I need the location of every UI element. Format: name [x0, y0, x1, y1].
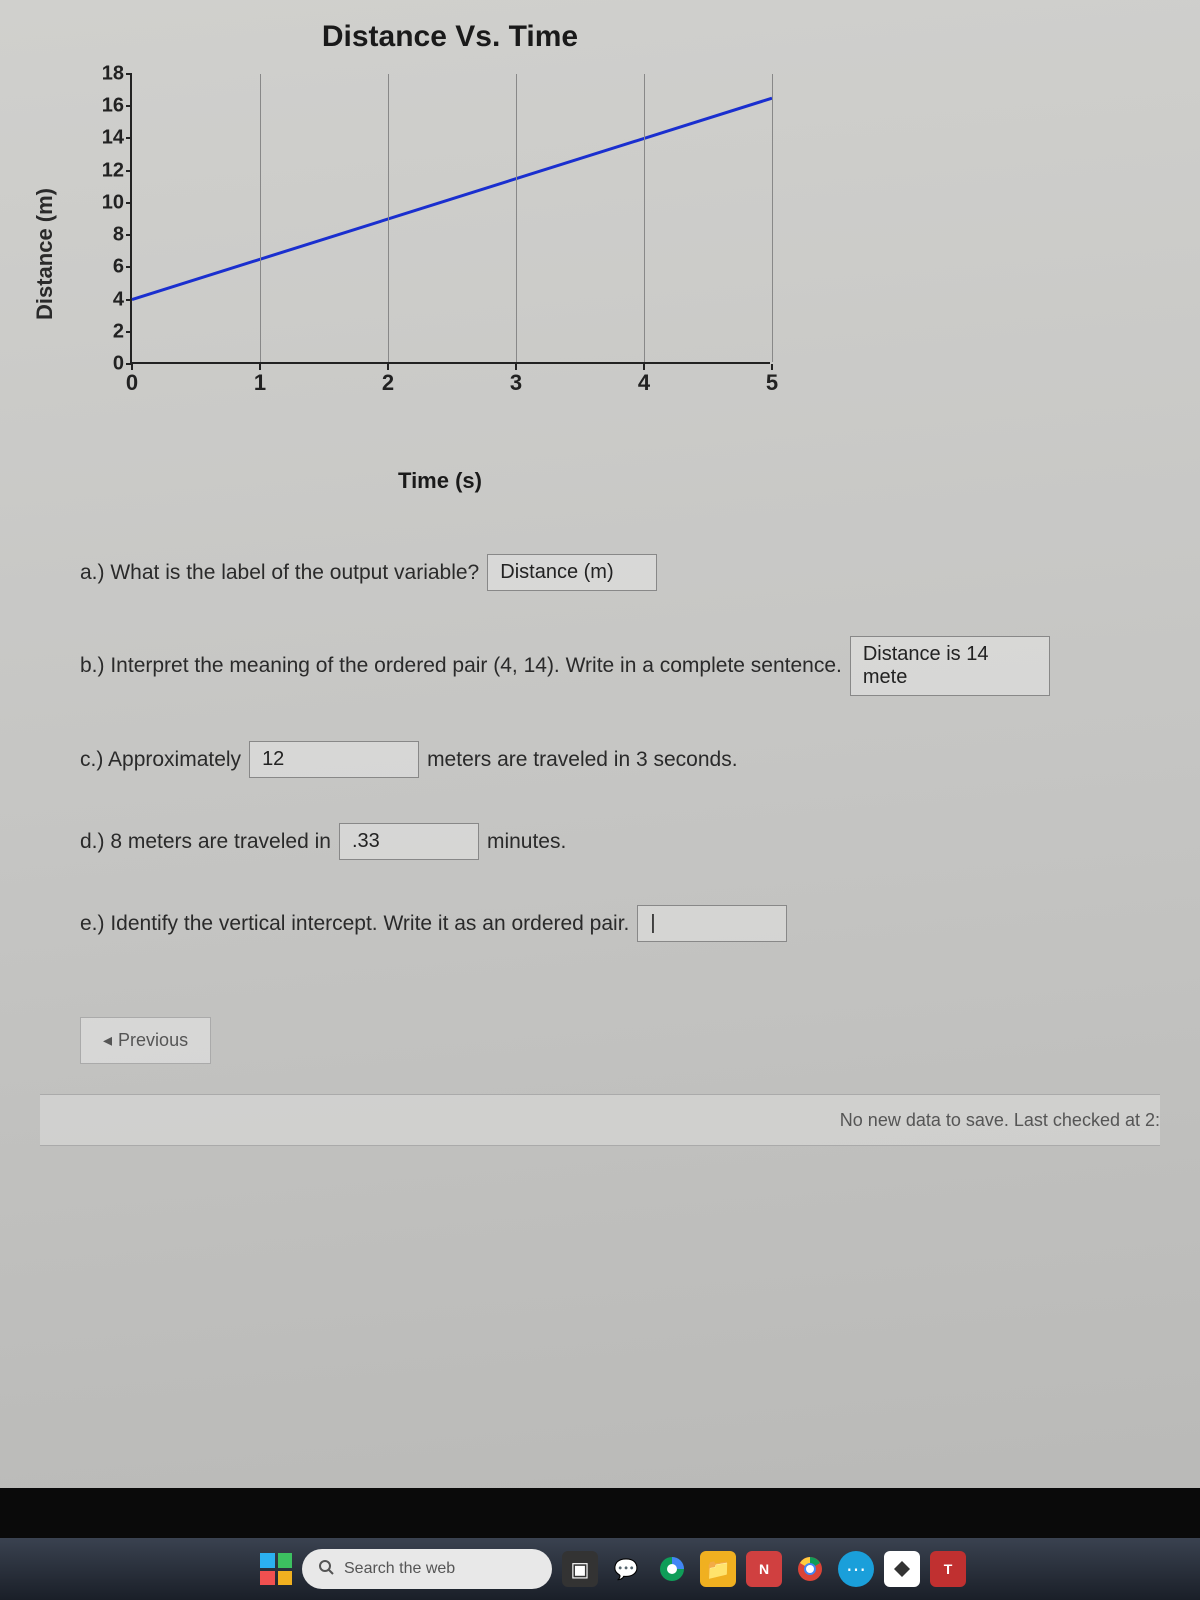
question-a-prompt: a.) What is the label of the output vari…	[80, 561, 479, 585]
app-icon-4[interactable]: T	[930, 1551, 966, 1587]
question-d-pre: d.) 8 meters are traveled in	[80, 830, 331, 854]
previous-label: Previous	[118, 1030, 188, 1050]
previous-button[interactable]: ◂ Previous	[80, 1017, 211, 1064]
question-d-post: minutes.	[487, 830, 566, 854]
taskbar: Search the web ▣ 💬 📁 N ⋯ T	[0, 1538, 1200, 1600]
app-icon-3[interactable]	[884, 1551, 920, 1587]
answer-e-input[interactable]: |	[637, 905, 787, 942]
taskview-icon[interactable]: ▣	[562, 1551, 598, 1587]
chart-line	[132, 98, 772, 299]
save-status-bar: No new data to save. Last checked at 2:	[40, 1094, 1160, 1146]
files-icon[interactable]: 📁	[700, 1551, 736, 1587]
question-e-prompt: e.) Identify the vertical intercept. Wri…	[80, 912, 629, 936]
x-axis-label: Time (s)	[398, 468, 482, 494]
chevron-left-icon: ◂	[103, 1030, 112, 1050]
question-b: b.) Interpret the meaning of the ordered…	[80, 636, 1160, 696]
chart-plot-area: 024681012141618012345	[130, 74, 770, 364]
save-status-text: No new data to save. Last checked at 2:	[840, 1110, 1160, 1131]
questions-section: a.) What is the label of the output vari…	[40, 554, 1160, 942]
question-c-post: meters are traveled in 3 seconds.	[427, 748, 738, 772]
edge-icon[interactable]	[654, 1551, 690, 1587]
app-icon-1[interactable]: N	[746, 1551, 782, 1587]
chart-container: Distance (m) 024681012141618012345 Time …	[60, 74, 820, 434]
answer-b-input[interactable]: Distance is 14 mete	[850, 636, 1050, 696]
app-icon-2[interactable]: ⋯	[838, 1551, 874, 1587]
question-d: d.) 8 meters are traveled in .33 minutes…	[80, 823, 1160, 860]
chart-title: Distance Vs. Time	[100, 20, 800, 54]
search-icon	[318, 1559, 334, 1580]
question-c: c.) Approximately 12 meters are traveled…	[80, 741, 1160, 778]
y-axis-label: Distance (m)	[32, 188, 58, 320]
chrome-icon[interactable]	[792, 1551, 828, 1587]
search-placeholder: Search the web	[344, 1560, 455, 1578]
question-e: e.) Identify the vertical intercept. Wri…	[80, 905, 1160, 942]
answer-d-input[interactable]: .33	[339, 823, 479, 860]
answer-a-input[interactable]: Distance (m)	[487, 554, 657, 591]
black-strip	[0, 1488, 1200, 1538]
start-button[interactable]	[260, 1553, 292, 1585]
answer-c-input[interactable]: 12	[249, 741, 419, 778]
question-c-pre: c.) Approximately	[80, 748, 241, 772]
chart-svg	[132, 74, 772, 364]
question-b-prompt: b.) Interpret the meaning of the ordered…	[80, 654, 842, 678]
question-a: a.) What is the label of the output vari…	[80, 554, 1160, 591]
chat-icon[interactable]: 💬	[608, 1551, 644, 1587]
taskbar-search[interactable]: Search the web	[302, 1549, 552, 1589]
